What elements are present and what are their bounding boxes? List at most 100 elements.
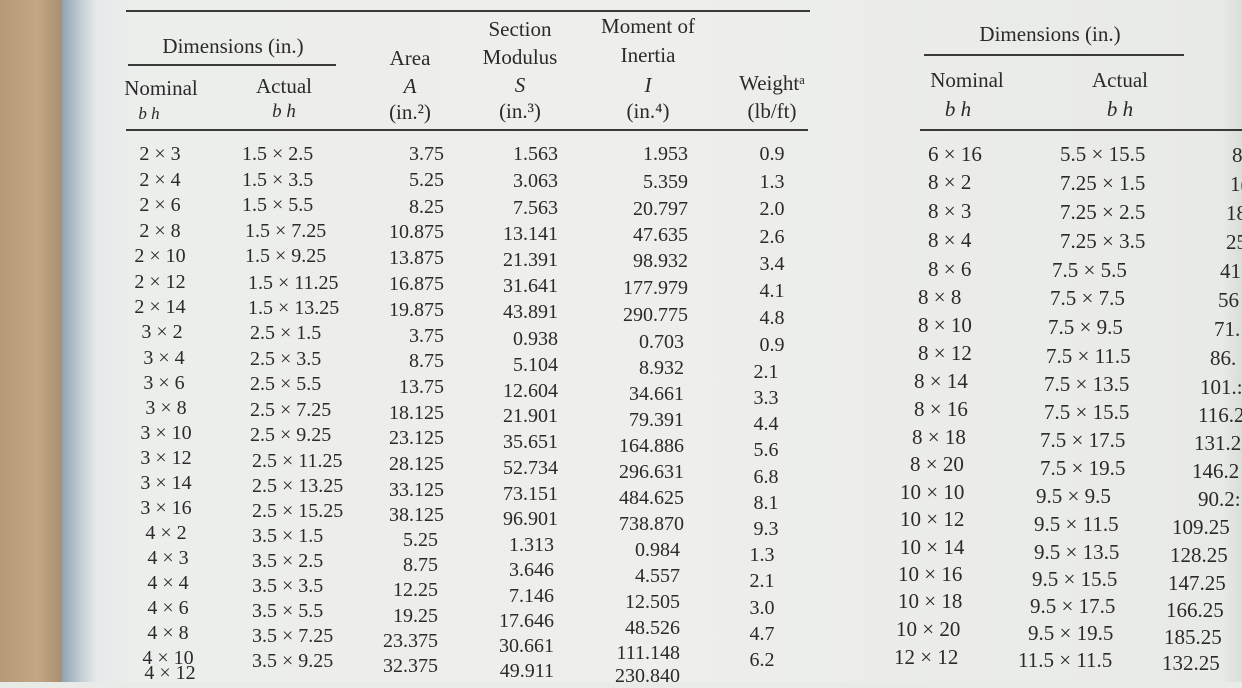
area-cell: 8.75: [409, 350, 444, 372]
area-cell: 5.25: [409, 169, 444, 191]
area-cell: 38.125: [389, 504, 444, 526]
modulus-cell: 0.938: [513, 328, 558, 350]
inertia-cell: 20.797: [633, 198, 688, 220]
area-cell: 13.75: [399, 376, 444, 398]
weight-cell: 1.3: [749, 544, 775, 566]
weight-cell: 5.6: [753, 439, 779, 461]
modulus-cell: 3.646: [509, 559, 554, 581]
actual-cell: 1.5 × 7.25: [245, 220, 327, 242]
weight-cell: 3.0: [749, 597, 775, 619]
inertia-cell: 290.775: [623, 304, 688, 326]
modulus-cell: 35.651: [503, 431, 558, 453]
actual-cell: 7.5 × 17.5: [1040, 428, 1126, 452]
area-cell: 33.125: [389, 479, 444, 501]
area-cell: 23.375: [383, 630, 438, 652]
nominal-cell: 4 × 12: [144, 662, 196, 684]
modulus-cell: 21.391: [503, 249, 558, 271]
extra-cell: 101.:: [1200, 375, 1242, 399]
actual-cell: 9.5 × 17.5: [1030, 594, 1116, 618]
section-unit: (in.³): [499, 99, 541, 123]
actual-cell: 2.5 × 1.5: [250, 322, 322, 344]
extra-cell: 18: [1226, 201, 1242, 225]
extra-cell: 56: [1218, 288, 1239, 312]
nominal-header: Nominal: [124, 76, 198, 100]
actual-cell: 9.5 × 9.5: [1036, 484, 1111, 508]
area-cell: 3.75: [409, 325, 444, 347]
nominal-cell: 4 × 10: [142, 647, 194, 669]
nominal-cell: 10 × 16: [898, 562, 963, 586]
actual-cell: 1.5 × 3.5: [242, 169, 314, 191]
actual-cell: 1.5 × 2.5: [242, 143, 314, 165]
actual-cell: 9.5 × 11.5: [1034, 512, 1119, 536]
area-unit: (in.²): [389, 100, 431, 124]
area-header: Area: [389, 46, 431, 70]
modulus-cell: 96.901: [503, 508, 558, 530]
dimensions-rule: [924, 54, 1184, 56]
nominal-cell: 2 × 12: [134, 271, 186, 293]
modulus-cell: 43.891: [503, 301, 558, 323]
nominal-cell: 2 × 4: [139, 169, 181, 191]
actual-cell: 2.5 × 3.5: [250, 348, 322, 370]
weight-cell: 2.1: [753, 361, 779, 383]
nominal-cell: 10 × 18: [898, 589, 963, 613]
modulus-cell: 13.141: [503, 223, 558, 245]
area-cell: 32.375: [383, 655, 438, 677]
area-cell: 8.25: [409, 196, 444, 218]
extra-cell: 166.25: [1166, 598, 1224, 622]
extra-cell: 41: [1220, 259, 1241, 283]
actual-cell: 9.5 × 13.5: [1034, 540, 1120, 564]
nominal-cell: 8 × 8: [918, 285, 962, 309]
inertia-cell: 1.953: [643, 143, 688, 165]
nominal-cell: 8 × 3: [928, 199, 972, 223]
actual-cell: 9.5 × 19.5: [1028, 621, 1114, 645]
inertia-cell: 4.557: [635, 565, 680, 587]
nominal-cell: 10 × 20: [896, 617, 961, 641]
weight-cell: 4.4: [753, 413, 779, 435]
book-page: [62, 0, 1242, 682]
header-bottom-rule: [920, 129, 1242, 131]
actual-cell: 3.5 × 1.5: [252, 525, 324, 547]
extra-cell: 1(: [1230, 172, 1242, 196]
nominal-cell: 10 × 10: [900, 480, 965, 504]
actual-cell: 1.5 × 5.5: [242, 194, 314, 216]
area-cell: 8.75: [403, 554, 438, 576]
weight-cell: 2.1: [749, 570, 775, 592]
nominal-cell: 8 × 6: [928, 257, 972, 281]
nominal-bh: b h: [944, 97, 972, 121]
inertia-cell: 111.148: [616, 642, 680, 664]
actual-cell: 3.5 × 2.5: [252, 550, 324, 572]
weight-cell: 3.3: [753, 387, 779, 409]
actual-cell: 2.5 × 9.25: [250, 424, 332, 446]
area-cell: 18.125: [389, 402, 444, 424]
actual-cell: 7.5 × 9.5: [1048, 315, 1123, 339]
inertia-cell: 98.932: [633, 250, 688, 272]
nominal-cell: 3 × 2: [141, 321, 183, 343]
inertia-cell: 164.886: [619, 435, 684, 457]
inertia-cell: 738.870: [619, 513, 684, 535]
extra-cell: 128.25: [1170, 543, 1228, 567]
area-cell: 3.75: [409, 143, 444, 165]
nominal-cell: 8 × 14: [914, 369, 968, 393]
nominal-cell: 3 × 12: [140, 447, 192, 469]
nominal-cell: 3 × 8: [145, 397, 187, 419]
nominal-cell: 6 × 16: [928, 142, 982, 166]
nominal-header: Nominal: [930, 68, 1004, 92]
nominal-bh: b h: [138, 104, 160, 123]
header-bottom-rule: [126, 129, 808, 131]
nominal-cell: 4 × 8: [147, 622, 189, 644]
extra-cell: 132.25: [1162, 651, 1220, 675]
modulus-cell: 30.661: [499, 635, 554, 657]
extra-cell: 131.2: [1194, 431, 1242, 455]
actual-cell: 11.5 × 11.5: [1018, 648, 1113, 672]
extra-cell: 71.: [1214, 317, 1241, 341]
actual-cell: 7.5 × 7.5: [1050, 286, 1125, 310]
nominal-cell: 8 × 18: [912, 425, 966, 449]
actual-cell: 5.5 × 15.5: [1060, 142, 1146, 166]
nominal-cell: 8 × 12: [918, 341, 972, 365]
top-rule: [126, 10, 810, 12]
actual-cell: 3.5 × 5.5: [252, 600, 324, 622]
nominal-cell: 2 × 14: [134, 296, 186, 318]
weight-cell: 8.1: [753, 492, 779, 514]
actual-bh: b h: [272, 101, 296, 122]
extra-cell: 185.25: [1164, 625, 1222, 649]
